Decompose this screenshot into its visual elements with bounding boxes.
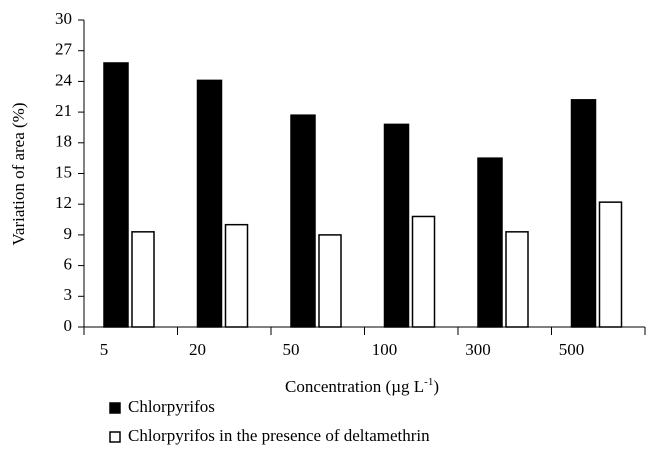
y-tick-label: 18	[55, 132, 72, 151]
bar	[598, 201, 623, 328]
bar	[505, 231, 529, 328]
y-tick-label: 6	[64, 255, 73, 274]
x-axis-title-text: Concentration (µg L	[285, 377, 424, 396]
x-tick-label: 50	[283, 340, 300, 359]
y-tick-label: 0	[64, 316, 73, 335]
bar	[570, 99, 597, 328]
x-tick-label: 20	[189, 340, 206, 359]
y-tick-label: 30	[55, 9, 72, 28]
legend-label: Chlorpyrifos	[128, 397, 215, 416]
x-tick-label: 5	[100, 340, 109, 359]
x-tick-label: 500	[559, 340, 585, 359]
y-tick-label: 24	[55, 70, 73, 89]
bar	[103, 62, 129, 328]
y-axis-title: Variation of area (%)	[9, 102, 28, 245]
y-tick-label: 3	[64, 285, 73, 304]
y-tick-label: 27	[55, 40, 73, 59]
bar	[224, 223, 249, 328]
legend-swatch	[109, 402, 121, 414]
legend-label: Chlorpyrifos in the presence of deltamet…	[128, 426, 430, 445]
bar	[290, 114, 316, 328]
legend-swatch	[109, 431, 121, 443]
bar	[411, 215, 436, 328]
bar	[318, 234, 342, 328]
y-tick-label: 12	[55, 193, 72, 212]
y-tick-label: 15	[55, 162, 72, 181]
y-tick-label: 9	[64, 224, 73, 243]
x-axis-title: Concentration (µg L-1)	[285, 376, 439, 396]
bar	[131, 231, 155, 328]
x-tick-label: 100	[372, 340, 398, 359]
x-axis-title-sup: -1	[424, 376, 433, 388]
bar	[383, 123, 410, 328]
bar	[196, 79, 223, 328]
y-tick-label: 21	[55, 101, 72, 120]
bar	[477, 157, 503, 328]
x-axis-title-close: )	[433, 377, 439, 396]
x-tick-label: 300	[465, 340, 491, 359]
